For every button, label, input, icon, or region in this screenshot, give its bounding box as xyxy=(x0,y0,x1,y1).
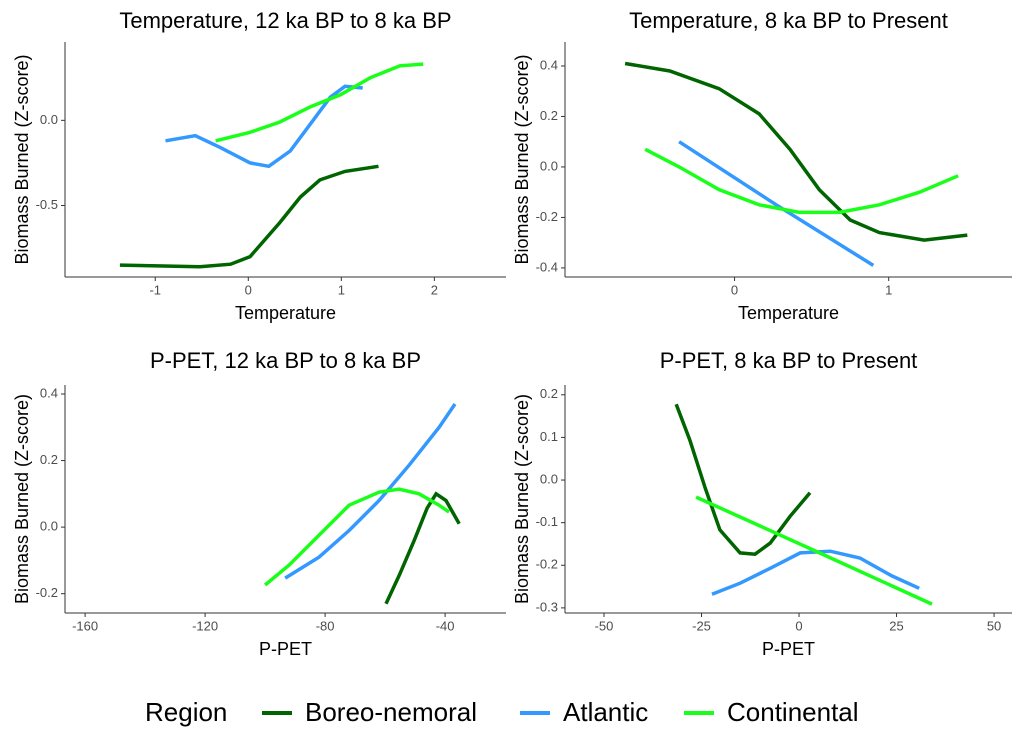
series-line xyxy=(384,491,461,605)
y-axis-label: Biomass Burned (Z-score) xyxy=(12,54,32,264)
panel-title: P-PET, 8 ka BP to Present xyxy=(660,348,918,373)
y-tick-label: -0.5 xyxy=(36,197,58,212)
series-line xyxy=(215,62,424,143)
x-tick-label: -160 xyxy=(72,618,98,633)
series-line xyxy=(263,487,451,587)
y-tick-label: 0.0 xyxy=(540,471,558,486)
x-tick-label: -1 xyxy=(149,282,161,297)
x-tick-label: 0 xyxy=(731,282,738,297)
x-axis-label: P-PET xyxy=(259,639,312,659)
legend-label: Boreo-nemoral xyxy=(305,697,477,727)
y-tick-label: 0.0 xyxy=(40,112,58,127)
y-tick-label: -0.3 xyxy=(536,599,558,614)
x-tick-label: -120 xyxy=(192,618,218,633)
series-line xyxy=(119,164,379,269)
y-tick-label: -0.2 xyxy=(36,585,58,600)
series-line xyxy=(695,495,933,606)
y-tick-label: 0.4 xyxy=(540,57,558,72)
y-axis-label: Biomass Burned (Z-score) xyxy=(512,54,532,264)
x-tick-label: 1 xyxy=(885,282,892,297)
x-tick-label: 50 xyxy=(987,618,1001,633)
x-axis-label: Temperature xyxy=(235,303,336,323)
y-tick-label: 0.2 xyxy=(540,386,558,401)
panel-title: Temperature, 8 ka BP to Present xyxy=(629,8,948,33)
y-tick-label: 0.0 xyxy=(540,158,558,173)
y-tick-label: -0.4 xyxy=(536,259,558,274)
series-line xyxy=(624,61,968,242)
x-tick-label: 2 xyxy=(431,282,438,297)
x-tick-label: 1 xyxy=(338,282,345,297)
y-tick-label: 0.2 xyxy=(540,108,558,123)
y-tick-label: 0.2 xyxy=(40,452,58,467)
x-tick-label: 0 xyxy=(795,618,802,633)
series-line xyxy=(644,147,959,215)
y-axis-label: Biomass Burned (Z-score) xyxy=(512,394,532,604)
legend-label: Atlantic xyxy=(563,697,648,727)
y-tick-label: 0.0 xyxy=(40,519,58,534)
series-line xyxy=(284,403,457,580)
y-tick-label: 0.1 xyxy=(540,429,558,444)
panel-title: P-PET, 12 ka BP to 8 ka BP xyxy=(150,348,421,373)
x-tick-label: 25 xyxy=(889,618,903,633)
x-tick-label: -50 xyxy=(595,618,614,633)
y-tick-label: -0.2 xyxy=(536,557,558,572)
series-line xyxy=(711,549,920,596)
x-tick-label: 0 xyxy=(245,282,252,297)
y-tick-label: -0.2 xyxy=(536,209,558,224)
series-line xyxy=(674,403,812,557)
x-axis-label: Temperature xyxy=(738,303,839,323)
series-line xyxy=(165,84,363,169)
y-axis-label: Biomass Burned (Z-score) xyxy=(12,394,32,604)
y-tick-label: 0.4 xyxy=(40,385,58,400)
x-tick-label: -40 xyxy=(436,618,455,633)
panel-title: Temperature, 12 ka BP to 8 ka BP xyxy=(119,8,451,33)
series-line xyxy=(678,140,875,267)
legend-label: Continental xyxy=(727,697,859,727)
legend-title: Region xyxy=(145,697,227,727)
y-tick-label: -0.1 xyxy=(536,514,558,529)
x-tick-label: -25 xyxy=(692,618,711,633)
x-tick-label: -80 xyxy=(316,618,335,633)
x-axis-label: P-PET xyxy=(762,639,815,659)
